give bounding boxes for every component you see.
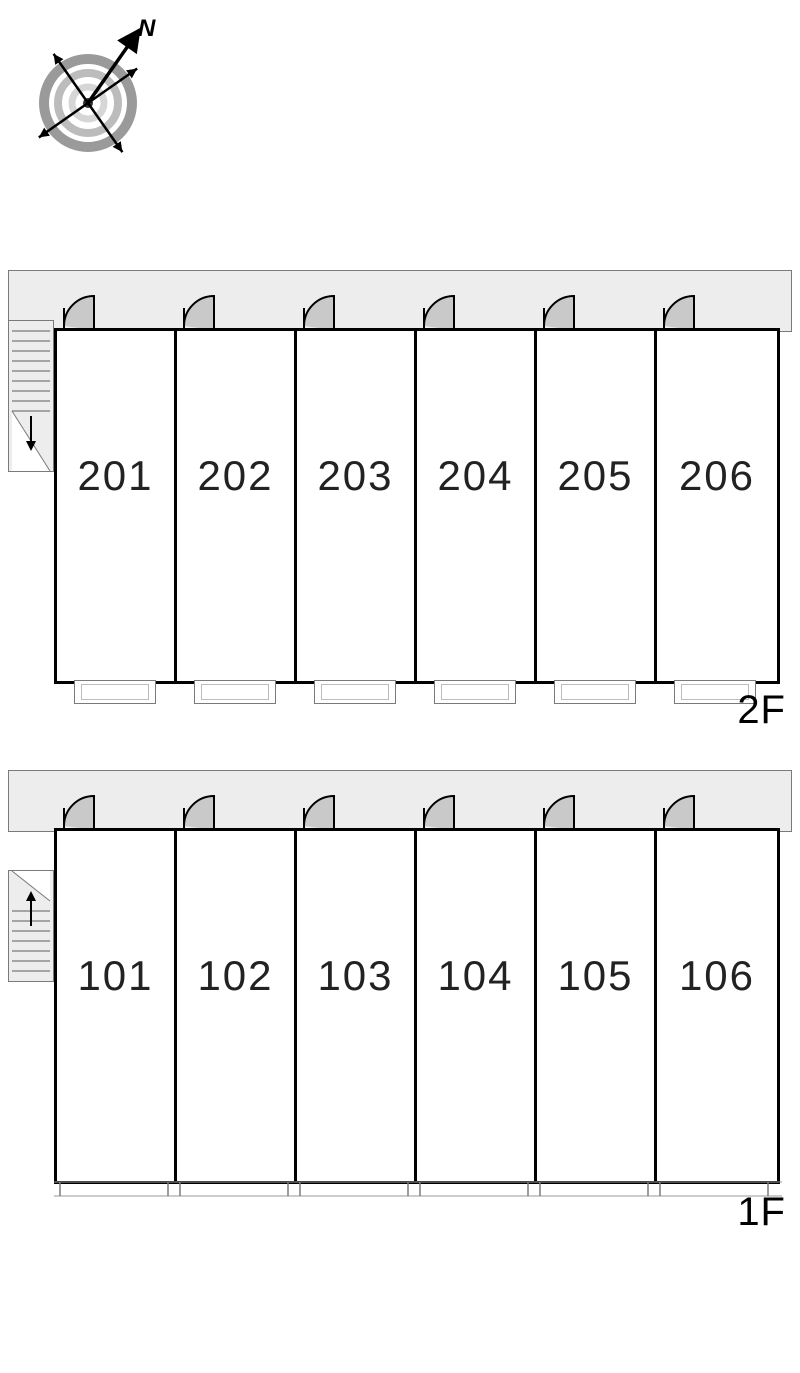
door-swings-1f	[54, 770, 794, 830]
floor-2f-container: 201 202 203 204 205 206	[0, 270, 800, 730]
units-1f: 101 102 103 104 105 106	[54, 828, 780, 1184]
unit-206: 206	[657, 331, 777, 681]
compass-icon: N	[18, 8, 178, 168]
unit-label: 206	[679, 452, 755, 500]
stairs-2f	[8, 320, 54, 472]
unit-label: 101	[77, 952, 153, 1000]
unit-104: 104	[417, 831, 537, 1181]
unit-label: 201	[77, 452, 153, 500]
units-2f: 201 202 203 204 205 206	[54, 328, 780, 684]
floorplan-diagram: N	[0, 0, 800, 1373]
unit-label: 203	[317, 452, 393, 500]
unit-106: 106	[657, 831, 777, 1181]
unit-label: 205	[557, 452, 633, 500]
unit-label: 105	[557, 952, 633, 1000]
unit-label: 103	[317, 952, 393, 1000]
unit-102: 102	[177, 831, 297, 1181]
unit-203: 203	[297, 331, 417, 681]
unit-103: 103	[297, 831, 417, 1181]
unit-202: 202	[177, 331, 297, 681]
unit-105: 105	[537, 831, 657, 1181]
compass-n-label: N	[138, 15, 156, 42]
unit-204: 204	[417, 331, 537, 681]
unit-201: 201	[57, 331, 177, 681]
door-swings-2f	[54, 270, 794, 330]
floor-1f-container: 101 102 103 104 105 106	[0, 770, 800, 1230]
floor-label-2f: 2F	[737, 688, 786, 733]
unit-101: 101	[57, 831, 177, 1181]
unit-label: 202	[197, 452, 273, 500]
unit-label: 204	[437, 452, 513, 500]
unit-label: 106	[679, 952, 755, 1000]
unit-205: 205	[537, 331, 657, 681]
stairs-1f	[8, 870, 54, 982]
unit-label: 104	[437, 952, 513, 1000]
floor-label-1f: 1F	[737, 1190, 786, 1235]
unit-label: 102	[197, 952, 273, 1000]
balcony-rail-1f	[54, 1178, 782, 1200]
